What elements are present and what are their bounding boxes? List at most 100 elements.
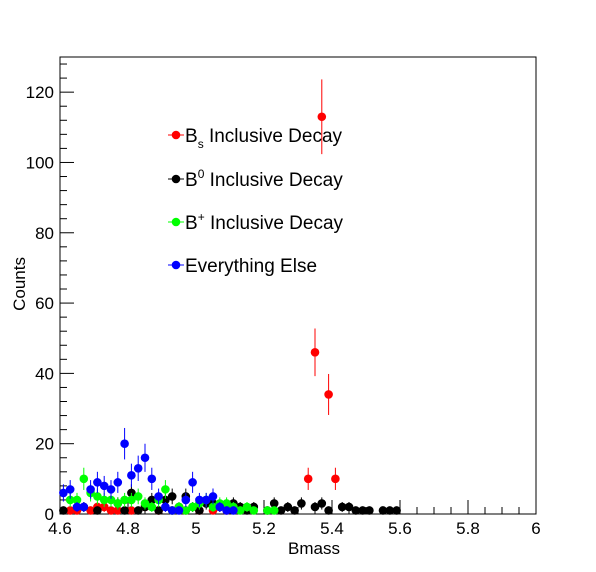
data-point — [120, 492, 129, 507]
data-point — [133, 455, 143, 481]
data-point — [167, 506, 177, 515]
data-point — [140, 443, 150, 472]
data-point — [86, 506, 95, 515]
data-point — [154, 506, 163, 515]
legend-marker — [171, 174, 181, 184]
data-point — [65, 480, 75, 499]
legend-item: Everything Else — [168, 256, 317, 277]
x-axis: 4.6 4.8 5 5.2 5.4 5.6 5.8 6 — [48, 500, 541, 538]
data-point — [249, 506, 259, 515]
y-tick-label: 20 — [35, 435, 54, 454]
y-tick-label: 100 — [26, 153, 54, 172]
data-point — [161, 480, 170, 499]
data-point — [59, 506, 68, 515]
data-point — [290, 506, 299, 515]
data-point — [113, 471, 123, 493]
data-point — [222, 497, 231, 510]
data-point — [127, 463, 136, 487]
data-point — [188, 471, 197, 493]
data-point — [113, 497, 123, 510]
y-tick-label: 60 — [35, 294, 54, 313]
data-point — [392, 506, 401, 515]
data-point — [337, 501, 347, 512]
data-point — [358, 506, 367, 515]
data-point — [147, 467, 157, 490]
legend-marker — [171, 217, 181, 227]
series-4 — [59, 427, 238, 515]
x-tick-label: 4.6 — [48, 519, 72, 538]
data-point — [297, 497, 306, 510]
legend-item: Bs Inclusive Decay — [168, 126, 343, 151]
data-point — [93, 506, 102, 515]
data-point — [154, 488, 163, 505]
x-tick-label: 5.8 — [456, 519, 480, 538]
data-point — [344, 501, 354, 512]
x-tick-label: 4.8 — [116, 519, 140, 538]
data-point — [72, 501, 82, 512]
data-point — [106, 506, 116, 515]
data-point — [188, 501, 197, 512]
x-tick-label: 5 — [191, 519, 200, 538]
y-axis-title: Counts — [10, 257, 29, 311]
data-point — [310, 328, 320, 377]
data-point — [93, 471, 102, 493]
y-tick-label: 120 — [26, 83, 54, 102]
data-point — [99, 475, 109, 496]
data-point — [317, 79, 327, 155]
x-tick-label: 5.6 — [388, 519, 412, 538]
data-point — [133, 506, 143, 515]
data-point — [317, 497, 327, 510]
legend-item: B0 Inclusive Decay — [168, 167, 343, 191]
legend-item: B+ Inclusive Decay — [168, 210, 344, 234]
data-point — [79, 467, 89, 490]
data-point — [324, 506, 333, 515]
data-point — [378, 506, 388, 515]
data-point — [167, 488, 177, 505]
data-point — [222, 506, 231, 515]
data-point — [161, 501, 170, 512]
data-point — [201, 492, 211, 507]
data-point — [215, 501, 225, 512]
data-point — [181, 492, 191, 507]
data-point — [195, 492, 204, 507]
data-point — [235, 506, 245, 515]
data-point — [351, 506, 361, 515]
data-point — [269, 506, 279, 515]
data-point — [86, 480, 95, 499]
data-point — [59, 484, 68, 502]
data-point — [385, 506, 395, 515]
data-point — [174, 506, 184, 515]
y-tick-label: 40 — [35, 364, 54, 383]
x-tick-label: 6 — [531, 519, 540, 538]
x-tick-label: 5.4 — [320, 519, 344, 538]
data-point — [283, 501, 293, 512]
data-point — [79, 501, 89, 512]
legend-marker — [171, 130, 181, 140]
x-tick-label: 5.2 — [252, 519, 276, 538]
legend-marker — [171, 260, 181, 270]
y-axis: 0 20 40 60 80 100 120 — [26, 63, 74, 524]
data-point — [263, 506, 272, 515]
data-point — [303, 467, 313, 490]
y-tick-label: 0 — [45, 505, 54, 524]
data-point — [242, 501, 252, 512]
legend-label: Bs Inclusive Decay — [185, 126, 343, 151]
data-point — [127, 492, 136, 507]
data-point — [93, 488, 102, 505]
data-point — [127, 506, 136, 515]
data-point — [229, 506, 238, 515]
legend-label: B+ Inclusive Decay — [185, 210, 344, 234]
data-point — [106, 480, 116, 499]
data-point — [65, 506, 75, 515]
legend: Bs Inclusive Decay B0 Inclusive Decay B+ I… — [168, 126, 344, 277]
data-point — [331, 467, 340, 490]
data-point — [133, 488, 143, 505]
data-points — [59, 79, 401, 515]
data-point — [365, 506, 374, 515]
data-point — [147, 501, 157, 512]
legend-label: B0 Inclusive Decay — [185, 167, 343, 191]
legend-label: Everything Else — [185, 256, 317, 277]
y-tick-label: 80 — [35, 224, 54, 243]
data-point — [208, 488, 218, 505]
